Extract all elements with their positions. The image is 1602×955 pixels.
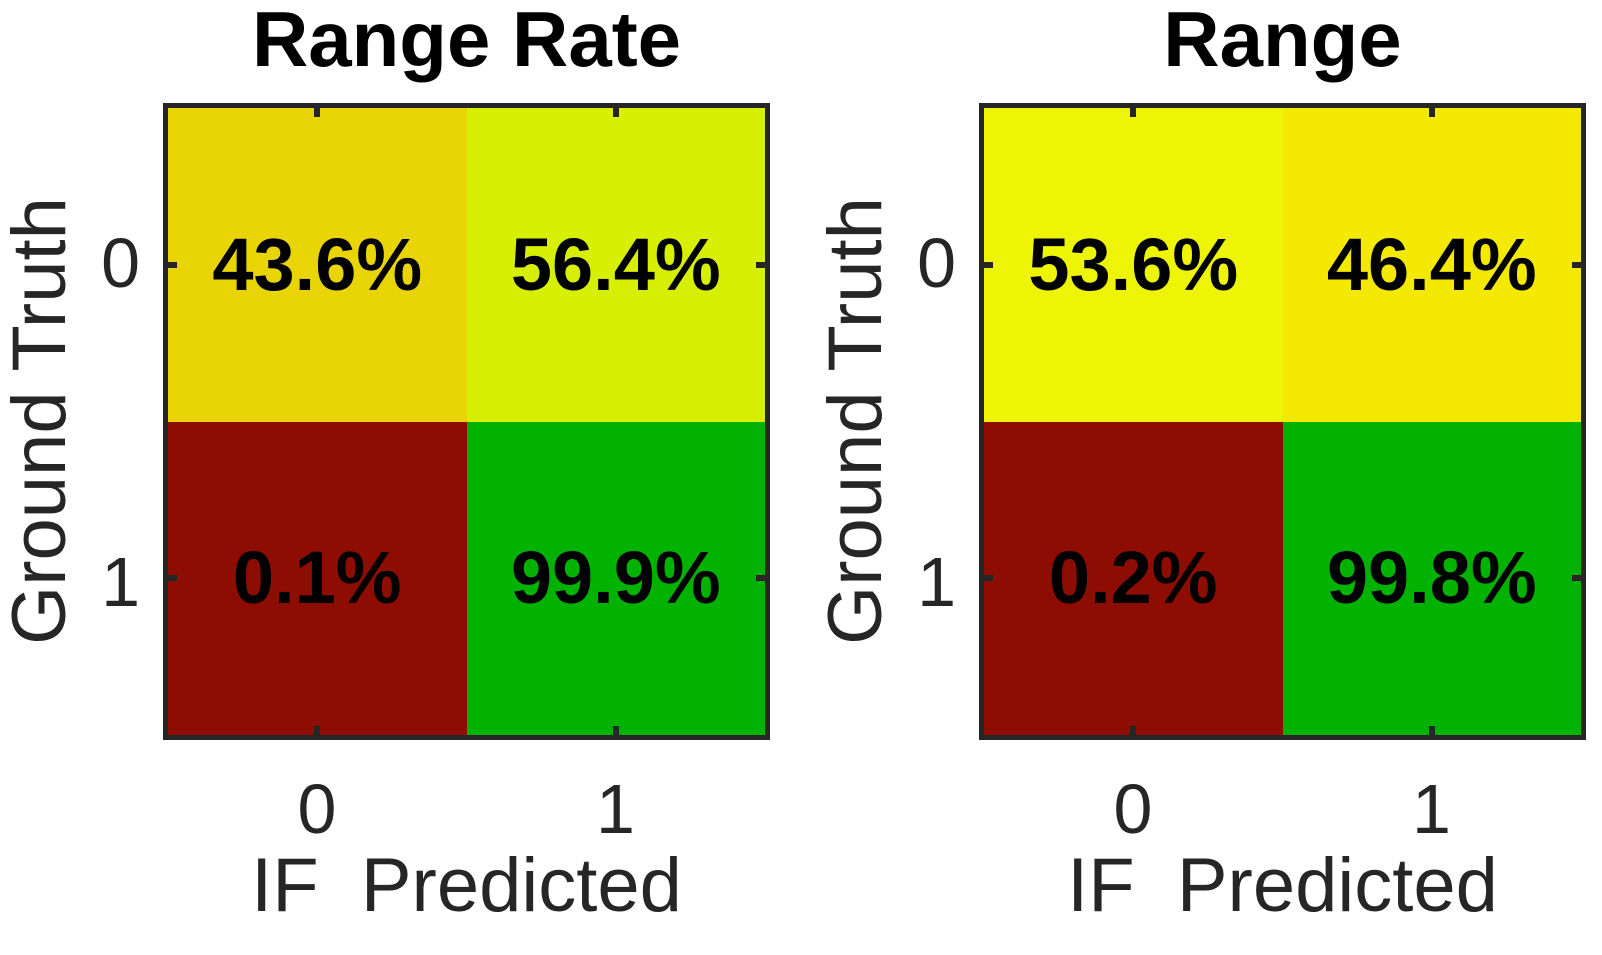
x-axis-label: IF Predicted	[1067, 843, 1498, 928]
cell-gt0-pred0: 43.6%	[168, 108, 467, 422]
x-tick-label-0: 0	[1113, 770, 1153, 848]
cell-value: 0.2%	[1048, 536, 1218, 620]
y-axis-label: Ground Truth	[813, 197, 898, 645]
cell-value: 53.6%	[1028, 222, 1239, 306]
cell-value: 56.4%	[510, 222, 721, 306]
chart-title: Range Rate	[251, 0, 682, 83]
cell-gt1-pred1: 99.9%	[466, 421, 765, 735]
y-tick-label-0: 0	[101, 224, 140, 302]
cell-gt1-pred0: 0.1%	[168, 421, 467, 735]
cell-value: 43.6%	[212, 222, 423, 306]
y-tick-mark	[984, 261, 993, 268]
cell-gt0-pred1: 56.4%	[466, 108, 765, 422]
y-tick-mark	[1572, 575, 1581, 582]
x-tick-label-1: 1	[1412, 770, 1451, 848]
x-axis-label: IF Predicted	[251, 843, 682, 928]
chart-title: Range	[1163, 0, 1402, 83]
x-tick-label-0: 0	[297, 770, 337, 848]
cell-value: 99.8%	[1326, 536, 1537, 620]
y-tick-label-1: 1	[101, 543, 140, 621]
cell-gt0-pred0: 53.6%	[984, 108, 1283, 422]
x-tick-mark	[612, 108, 619, 117]
y-tick-mark	[984, 575, 993, 582]
x-tick-mark	[1428, 726, 1435, 735]
y-tick-mark	[756, 261, 765, 268]
x-tick-mark	[314, 726, 321, 735]
y-tick-label-0: 0	[917, 224, 956, 302]
x-tick-label-1: 1	[596, 770, 635, 848]
plot-area: 43.6% 56.4% 0.1% 99.9%	[163, 103, 770, 740]
x-tick-mark	[612, 726, 619, 735]
x-tick-mark	[1130, 726, 1137, 735]
x-tick-mark	[314, 108, 321, 117]
x-tick-mark	[1428, 108, 1435, 117]
plot-area: 53.6% 46.4% 0.2% 99.8%	[979, 103, 1586, 740]
cell-value: 46.4%	[1326, 222, 1537, 306]
y-tick-label-1: 1	[917, 543, 956, 621]
y-tick-mark	[168, 575, 177, 582]
y-tick-mark	[168, 261, 177, 268]
x-tick-mark	[1130, 108, 1137, 117]
cell-value: 99.9%	[510, 536, 721, 620]
confusion-matrix-range-rate: Range Rate Ground Truth 0 1 43.6% 56.4% …	[0, 0, 770, 928]
cell-value: 0.1%	[232, 536, 402, 620]
cell-gt0-pred1: 46.4%	[1282, 108, 1581, 422]
y-tick-mark	[1572, 261, 1581, 268]
confusion-matrix-range: Range Ground Truth 0 1 53.6% 46.4% 0.2% …	[813, 0, 1602, 955]
cell-gt1-pred1: 99.8%	[1282, 421, 1581, 735]
y-tick-mark	[756, 575, 765, 582]
y-axis-label: Ground Truth	[0, 197, 82, 645]
cell-gt1-pred0: 0.2%	[984, 421, 1283, 735]
